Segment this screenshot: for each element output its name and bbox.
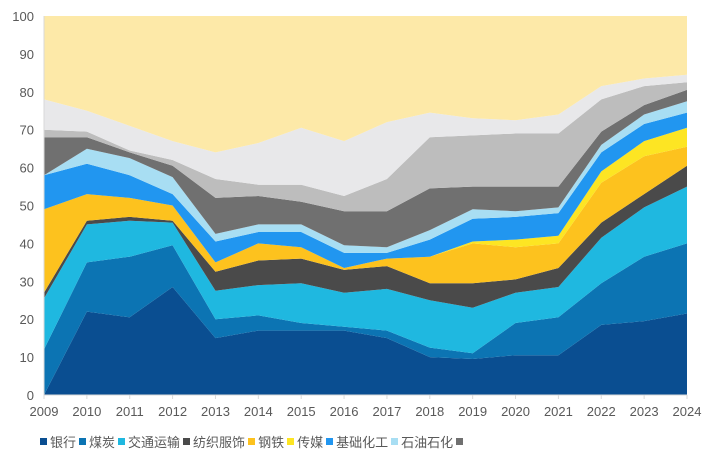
x-tick-label: 2019	[458, 404, 487, 419]
area-series-unlabeled-9	[44, 82, 687, 212]
area-series-银行	[44, 287, 687, 395]
legend-swatch	[40, 438, 47, 445]
area-series-钢铁	[44, 146, 687, 293]
area-series-unlabeled-8	[44, 89, 687, 248]
x-tick-label: 2018	[415, 404, 444, 419]
y-tick-label: 80	[20, 85, 34, 100]
y-tick-label: 90	[20, 47, 34, 62]
x-tick-label: 2024	[673, 404, 702, 419]
x-tick-label: 2009	[30, 404, 59, 419]
legend-item: 交通运输	[118, 432, 180, 451]
x-tick-label: 2017	[372, 404, 401, 419]
legend-label: 基础化工	[336, 436, 389, 451]
y-axis-ticks: 0 10 20 30 40 50 60 70 80 90 100	[12, 9, 34, 403]
x-tick-label: 2012	[158, 404, 187, 419]
y-tick-label: 0	[27, 388, 34, 403]
area-series-unlabeled-11	[44, 16, 687, 153]
legend-item: 纺织服饰	[183, 432, 245, 451]
x-tick-label: 2016	[330, 404, 359, 419]
legend-label: 煤炭	[89, 436, 116, 451]
area-series-煤炭	[44, 243, 687, 395]
legend-item: 钢铁	[248, 432, 284, 451]
legend-swatch	[183, 438, 191, 445]
y-tick-label: 40	[20, 236, 34, 251]
y-tick-label: 60	[20, 161, 34, 176]
x-tick-label: 2014	[244, 404, 273, 419]
legend-label: 石油石化	[401, 436, 454, 451]
y-tick-label: 10	[20, 350, 34, 365]
area-series-unlabeled-10	[44, 74, 687, 196]
legend: 银行 煤炭 交通运输 纺织服饰 钢铁 传媒 基础化工 石油石化	[40, 432, 469, 451]
legend-swatch	[456, 438, 464, 445]
x-tick-label: 2023	[630, 404, 659, 419]
x-tick-label: 2015	[287, 404, 316, 419]
legend-swatch	[79, 438, 87, 445]
legend-label: 纺织服饰	[193, 436, 246, 451]
x-axis-ticks: 2009 2010 2011 2012 2013 2014 2015 2016 2017 2018…	[30, 395, 702, 419]
x-tick-label: 2021	[544, 404, 573, 419]
x-tick-label: 2010	[72, 404, 101, 419]
area-layers	[44, 16, 687, 395]
area-series-交通运输	[44, 186, 687, 354]
x-tick-label: 2022	[587, 404, 616, 419]
legend-label: 银行	[50, 436, 77, 451]
y-tick-label: 70	[20, 123, 34, 138]
legend-swatch	[287, 438, 295, 445]
legend-item: 石油石化	[391, 432, 453, 451]
legend-swatch	[118, 438, 126, 445]
y-tick-label: 20	[20, 312, 34, 327]
y-tick-label: 100	[12, 9, 34, 24]
y-tick-label: 50	[20, 199, 34, 214]
legend-swatch	[248, 438, 256, 445]
legend-item	[456, 438, 466, 445]
legend-label: 钢铁	[258, 436, 285, 451]
x-tick-label: 2011	[116, 404, 144, 419]
area-series-石油石化	[44, 101, 687, 253]
legend-item: 基础化工	[326, 432, 388, 451]
area-series-纺织服饰	[44, 165, 687, 308]
area-series-基础化工	[44, 112, 687, 268]
legend-label: 交通运输	[128, 436, 181, 451]
legend-item: 银行	[40, 432, 76, 451]
legend-swatch	[391, 438, 399, 445]
x-tick-label: 2020	[501, 404, 530, 419]
legend-item: 煤炭	[79, 432, 115, 451]
legend-swatch	[326, 438, 334, 445]
legend-label: 传媒	[297, 436, 324, 451]
legend-item: 传媒	[287, 432, 323, 451]
y-tick-label: 30	[20, 274, 34, 289]
x-tick-label: 2013	[201, 404, 230, 419]
